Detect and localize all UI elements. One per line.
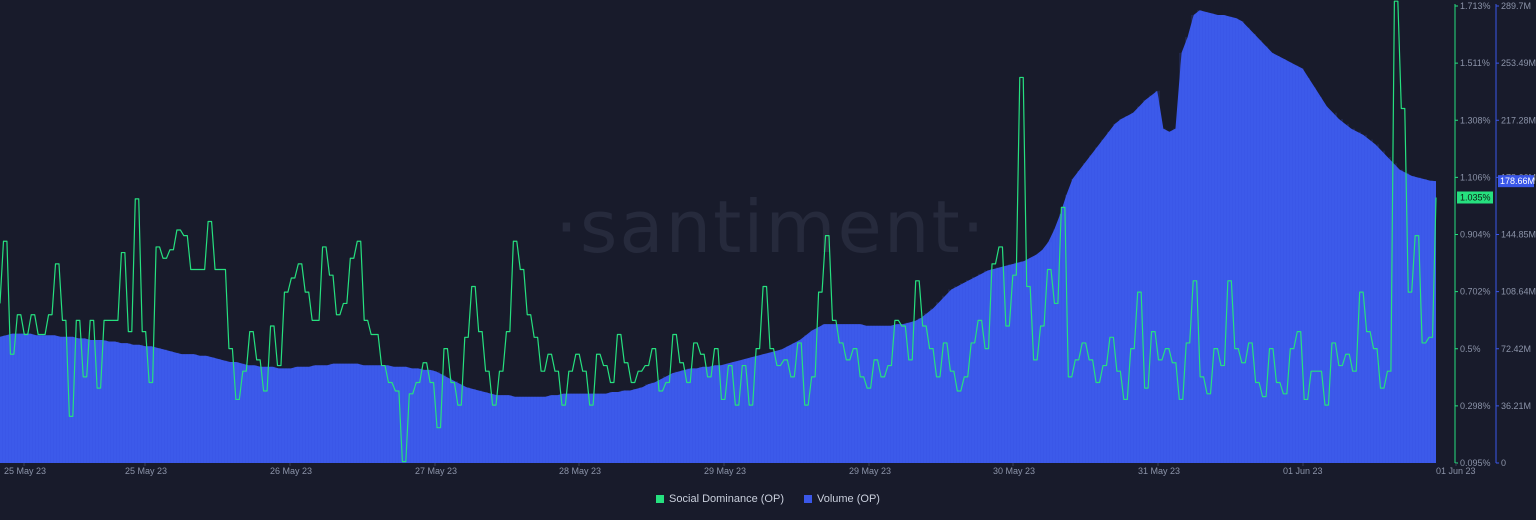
- x-tick-label: 29 May 23: [704, 466, 746, 476]
- x-tick-label: 29 May 23: [849, 466, 891, 476]
- left-tick-label: 0.298%: [1460, 401, 1491, 411]
- volume-value-badge: [1498, 175, 1534, 188]
- x-tick-label: 25 May 23: [125, 466, 167, 476]
- x-tick-label: 31 May 23: [1138, 466, 1180, 476]
- social-dominance-line: [0, 0, 1437, 463]
- left-tick-label: 0.702%: [1460, 287, 1491, 297]
- watermark: ·santiment·: [555, 185, 987, 269]
- right-tick-label: 36.21M: [1501, 401, 1531, 411]
- right-tick-label: 144.85M: [1501, 230, 1536, 240]
- legend-label-volume: Volume (OP): [816, 493, 880, 505]
- x-tick-label: 25 May 23: [4, 466, 46, 476]
- left-tick-label: 0.904%: [1460, 230, 1491, 240]
- x-tick-label: 27 May 23: [415, 466, 457, 476]
- x-tick-label: 01 Jun 23: [1436, 466, 1476, 476]
- left-tick-label: 1.713%: [1460, 1, 1491, 11]
- left-tick-label: 0.5%: [1460, 344, 1481, 354]
- volume-series: [0, 10, 1436, 463]
- legend-swatch-social-dominance: [656, 495, 665, 503]
- legend-swatch-volume: [803, 495, 812, 503]
- legend-label-social-dominance: Social Dominance (OP): [669, 493, 784, 505]
- right-tick-label: 217.28M: [1501, 115, 1536, 125]
- social-dominance-value-label: 1.035%: [1460, 192, 1491, 202]
- social-dominance-value-badge: [1457, 191, 1493, 204]
- legend-item-social-dominance[interactable]: Social Dominance (OP): [656, 493, 784, 505]
- left-tick-label: 0.095%: [1460, 458, 1491, 468]
- legend: Social Dominance (OP) Volume (OP): [0, 493, 1536, 505]
- social-dominance-series: [0, 0, 1437, 463]
- x-tick-label: 30 May 23: [993, 466, 1035, 476]
- right-tick-label: 0: [1501, 458, 1506, 468]
- volume-area: [0, 10, 1436, 463]
- left-tick-label: 1.106%: [1460, 172, 1491, 182]
- right-tick-label: 108.64M: [1501, 287, 1536, 297]
- axes: 1.713% 1.511% 1.308% 1.106% 0.904% 0.702% 0.5%…: [4, 1, 1536, 476]
- legend-item-volume[interactable]: Volume (OP): [803, 493, 880, 505]
- left-tick-label: 1.511%: [1460, 58, 1490, 68]
- x-tick-label: 28 May 23: [559, 466, 601, 476]
- x-tick-label: 26 May 23: [270, 466, 312, 476]
- left-tick-label: 1.308%: [1460, 115, 1491, 125]
- volume-value-label: 178.66M: [1500, 176, 1535, 186]
- x-tick-label: 01 Jun 23: [1283, 466, 1323, 476]
- right-tick-label: 72.42M: [1501, 344, 1531, 354]
- right-tick-label: 289.7M: [1501, 1, 1531, 11]
- right-tick-label: 253.49M: [1501, 58, 1536, 68]
- volume-hatching: [0, 10, 1436, 463]
